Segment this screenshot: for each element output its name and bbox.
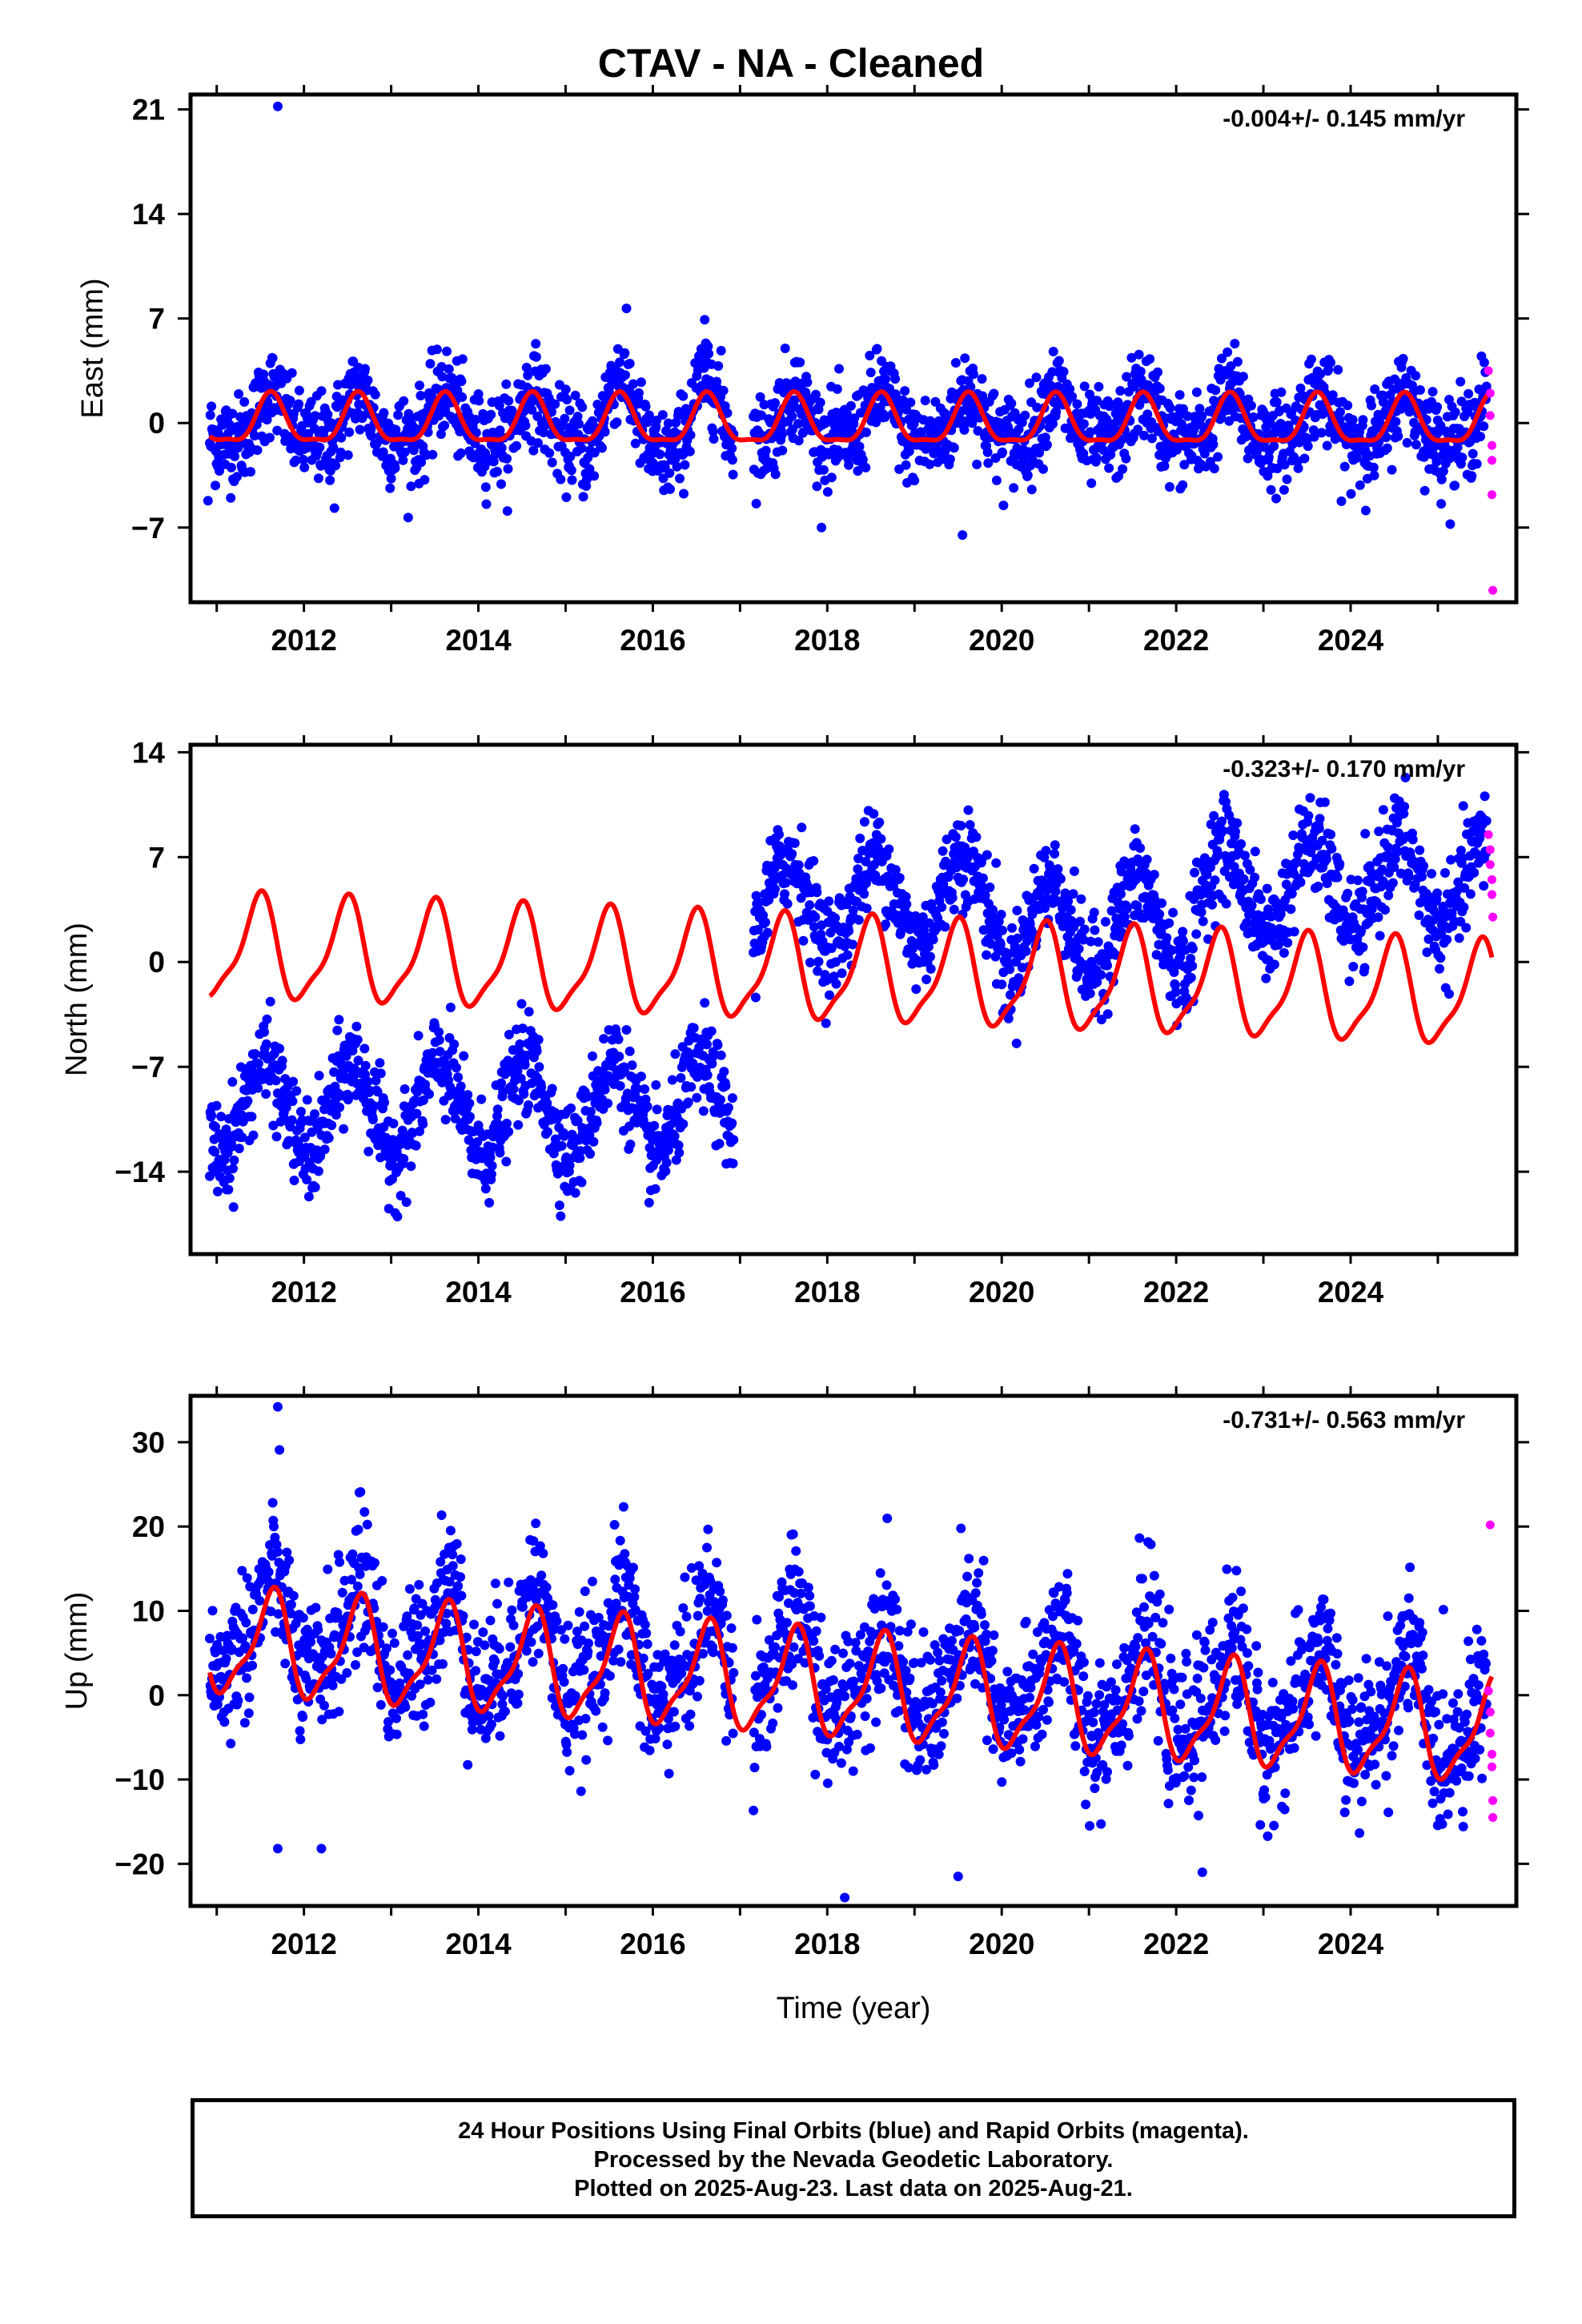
up-xtick-label-6: 2024 <box>1318 1928 1384 1960</box>
caption-box: 24 Hour Positions Using Final Orbits (bl… <box>191 2098 1516 2218</box>
east-outlier-2 <box>329 503 339 513</box>
up-rapid-point-6 <box>1488 1795 1498 1805</box>
up-xtick-label-3: 2018 <box>794 1928 860 1960</box>
up-rapid-point-5 <box>1487 1762 1496 1771</box>
north-rapid-point-0 <box>1484 830 1493 839</box>
up-rapid-point-4 <box>1487 1749 1496 1759</box>
north-xtick-label-3: 2018 <box>794 1276 860 1309</box>
east-outlier-1 <box>203 496 213 506</box>
north-rapid-point-4 <box>1487 890 1496 899</box>
up-frame <box>188 1393 1519 1908</box>
north-y-axis-label: North (mm) <box>60 923 94 1076</box>
north-ytick-label-1: −7 <box>131 1051 165 1084</box>
up-outlier-2 <box>316 1844 327 1854</box>
east-outlier-3 <box>958 530 968 541</box>
east-rapid-point-0 <box>1484 366 1493 376</box>
up-rapid-point-0 <box>1485 1520 1495 1530</box>
east-rapid-point-2 <box>1485 411 1495 420</box>
east-outlier-0 <box>272 101 283 111</box>
east-xtick-label-4: 2020 <box>969 624 1034 657</box>
east-ytick-label-1: 0 <box>148 407 165 440</box>
east-rapid-point-3 <box>1487 440 1496 450</box>
north-final-orbit-points <box>205 772 1492 1222</box>
east-xtick-label-5: 2022 <box>1143 624 1209 657</box>
up-rapid-point-7 <box>1488 1812 1498 1822</box>
north-ytick-label-0: −14 <box>114 1156 165 1188</box>
east-xtick-label-2: 2016 <box>620 624 685 657</box>
up-final-orbit-points <box>205 1445 1492 1841</box>
north-ytick-label-4: 14 <box>132 736 166 769</box>
panel-east: 2012 2014 2016 2018 2020 2022 2024 −7 0 7 14 21 East… <box>76 85 1529 657</box>
north-xtick-label-2: 2016 <box>620 1276 685 1309</box>
up-xtick-label-5: 2022 <box>1143 1928 1209 1960</box>
north-rapid-point-1 <box>1485 845 1495 854</box>
east-xtick-label-0: 2012 <box>271 624 336 657</box>
caption-line-2: Processed by the Nevada Geodetic Laborat… <box>593 2147 1114 2173</box>
up-xtick-label-0: 2012 <box>271 1928 336 1960</box>
up-ytick-label-2: 0 <box>148 1679 165 1712</box>
north-rapid-point-3 <box>1487 875 1496 884</box>
north-rapid-point-2 <box>1485 860 1495 870</box>
east-rapid-point-1 <box>1485 388 1495 398</box>
east-model-line <box>207 388 1493 444</box>
up-ytick-label-1: −10 <box>114 1763 165 1796</box>
panels: 2012 2014 2016 2018 2020 2022 2024−7071421East… <box>60 85 1529 1960</box>
north-ytick-label-2: 0 <box>148 946 165 979</box>
up-outlier-0 <box>272 1401 283 1412</box>
up-outlier-5 <box>953 1872 963 1882</box>
east-final-orbit-points <box>205 304 1492 533</box>
up-outlier-3 <box>840 1892 850 1903</box>
north-frame <box>188 742 1519 1256</box>
north-xtick-label-4: 2020 <box>969 1276 1034 1309</box>
east-xtick-label-1: 2014 <box>445 624 512 657</box>
up-y-axis-label: Up (mm) <box>60 1592 94 1711</box>
up-rapid-point-3 <box>1485 1728 1495 1738</box>
up-outlier-4 <box>1197 1867 1207 1877</box>
east-xtick-label-6: 2024 <box>1318 624 1384 657</box>
up-rapid-point-2 <box>1485 1707 1495 1717</box>
up-xtick-label-2: 2016 <box>620 1928 685 1960</box>
east-y-axis-label: East (mm) <box>76 278 110 418</box>
east-xtick-label-3: 2018 <box>794 624 860 657</box>
east-rate-label: -0.004+/- 0.145 mm/yr <box>1223 106 1465 132</box>
east-rapid-point-5 <box>1487 490 1496 500</box>
north-xtick-label-6: 2024 <box>1318 1276 1384 1309</box>
up-ytick-label-4: 20 <box>132 1510 165 1543</box>
north-xtick-label-5: 2022 <box>1143 1276 1209 1309</box>
east-ytick-label-3: 14 <box>132 198 166 231</box>
east-frame <box>188 92 1519 605</box>
panel-up: 2012 2014 2016 2018 2020 2022 2024 −20 −10 0 10 20 3… <box>60 1386 1529 1960</box>
east-ytick-label-4: 21 <box>132 94 165 127</box>
north-model-line <box>208 888 1495 1045</box>
up-rate-label: -0.731+/- 0.563 mm/yr <box>1223 1407 1465 1433</box>
x-axis-label: Time (year) <box>777 1992 931 2025</box>
east-rapid-point-4 <box>1487 456 1496 465</box>
north-rapid-point-5 <box>1488 912 1498 922</box>
up-xtick-label-4: 2020 <box>969 1928 1034 1960</box>
north-xtick-label-1: 2014 <box>445 1276 512 1309</box>
north-ytick-label-3: 7 <box>148 841 165 874</box>
figure-title: CTAV - NA - Cleaned <box>598 41 984 86</box>
up-ytick-label-0: −20 <box>114 1848 165 1880</box>
up-outlier-1 <box>272 1844 283 1854</box>
up-rapid-point-1 <box>1484 1687 1493 1696</box>
caption-line-1: 24 Hour Positions Using Final Orbits (bl… <box>458 2118 1249 2144</box>
east-rapid-point-6 <box>1488 585 1498 595</box>
up-ytick-label-5: 30 <box>132 1426 165 1459</box>
east-ytick-label-0: −7 <box>131 512 165 545</box>
caption-line-3: Plotted on 2025-Aug-23. Last data on 202… <box>574 2176 1133 2201</box>
north-xtick-label-0: 2012 <box>271 1276 336 1309</box>
east-ytick-label-2: 7 <box>148 303 165 336</box>
up-xtick-label-1: 2014 <box>445 1928 512 1960</box>
up-ytick-label-3: 10 <box>132 1594 165 1627</box>
panel-north: 2012 2014 2016 2018 2020 2022 2024 −14 −7 0 7 14 Nor… <box>60 735 1529 1309</box>
north-rate-label: -0.323+/- 0.170 mm/yr <box>1223 756 1465 782</box>
up-model-line <box>207 1584 1495 1783</box>
